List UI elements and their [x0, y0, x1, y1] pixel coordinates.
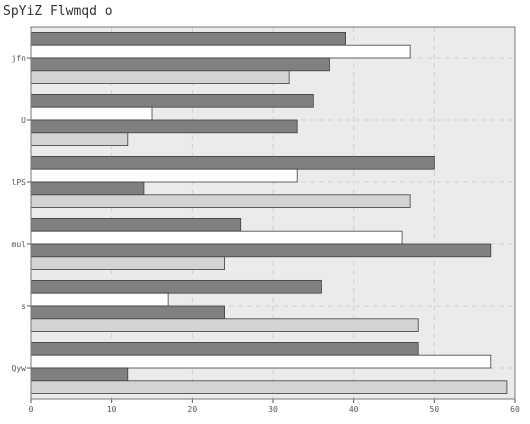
bar-U-s4 — [30, 132, 129, 147]
bar-jfn-s1 — [30, 32, 347, 46]
bar-Qyw-s1 — [30, 341, 419, 356]
bar-mul-s4 — [30, 256, 226, 270]
y-tick-label: U — [21, 116, 26, 125]
x-tick-label: 40 — [349, 405, 359, 414]
bar-s-s3 — [30, 305, 226, 320]
x-tick-label: 30 — [268, 405, 278, 414]
bar-lPS-s1 — [30, 155, 435, 170]
x-tick-label: 20 — [188, 405, 198, 414]
y-tick-label: jfn — [12, 54, 27, 63]
bar-U-s2 — [30, 106, 153, 121]
bar-mul-s1 — [30, 217, 242, 232]
x-tick-label: 50 — [430, 405, 440, 414]
y-tick-label: lPS — [12, 178, 27, 187]
x-tick-label: 10 — [107, 405, 117, 414]
bar-Qyw-s3 — [30, 367, 129, 382]
bar-Qyw-s2 — [30, 354, 492, 369]
bar-s-s1 — [30, 279, 322, 294]
bar-jfn-s3 — [30, 57, 330, 72]
bar-s-s2 — [30, 292, 169, 307]
chart-title: SpYiZ Flwmqd o — [3, 4, 113, 19]
plot-frame — [30, 26, 516, 400]
y-tick-label: Qyw — [12, 364, 27, 373]
bar-U-s3 — [30, 119, 298, 134]
x-tick-label: 60 — [510, 405, 520, 414]
bar-s-s4 — [30, 318, 419, 332]
x-tick-label: 0 — [29, 405, 34, 414]
bar-jfn-s2 — [30, 44, 411, 59]
bar-Qyw-s4 — [30, 380, 508, 394]
bar-jfn-s4 — [30, 70, 290, 85]
bar-U-s1 — [30, 94, 314, 108]
bar-lPS-s2 — [30, 168, 298, 183]
bar-lPS-s4 — [30, 194, 411, 209]
y-tick-label: mul — [12, 240, 27, 249]
y-tick-label: s — [21, 302, 26, 311]
bar-lPS-s3 — [30, 181, 145, 196]
bar-mul-s2 — [30, 230, 403, 245]
bar-mul-s3 — [30, 243, 492, 258]
